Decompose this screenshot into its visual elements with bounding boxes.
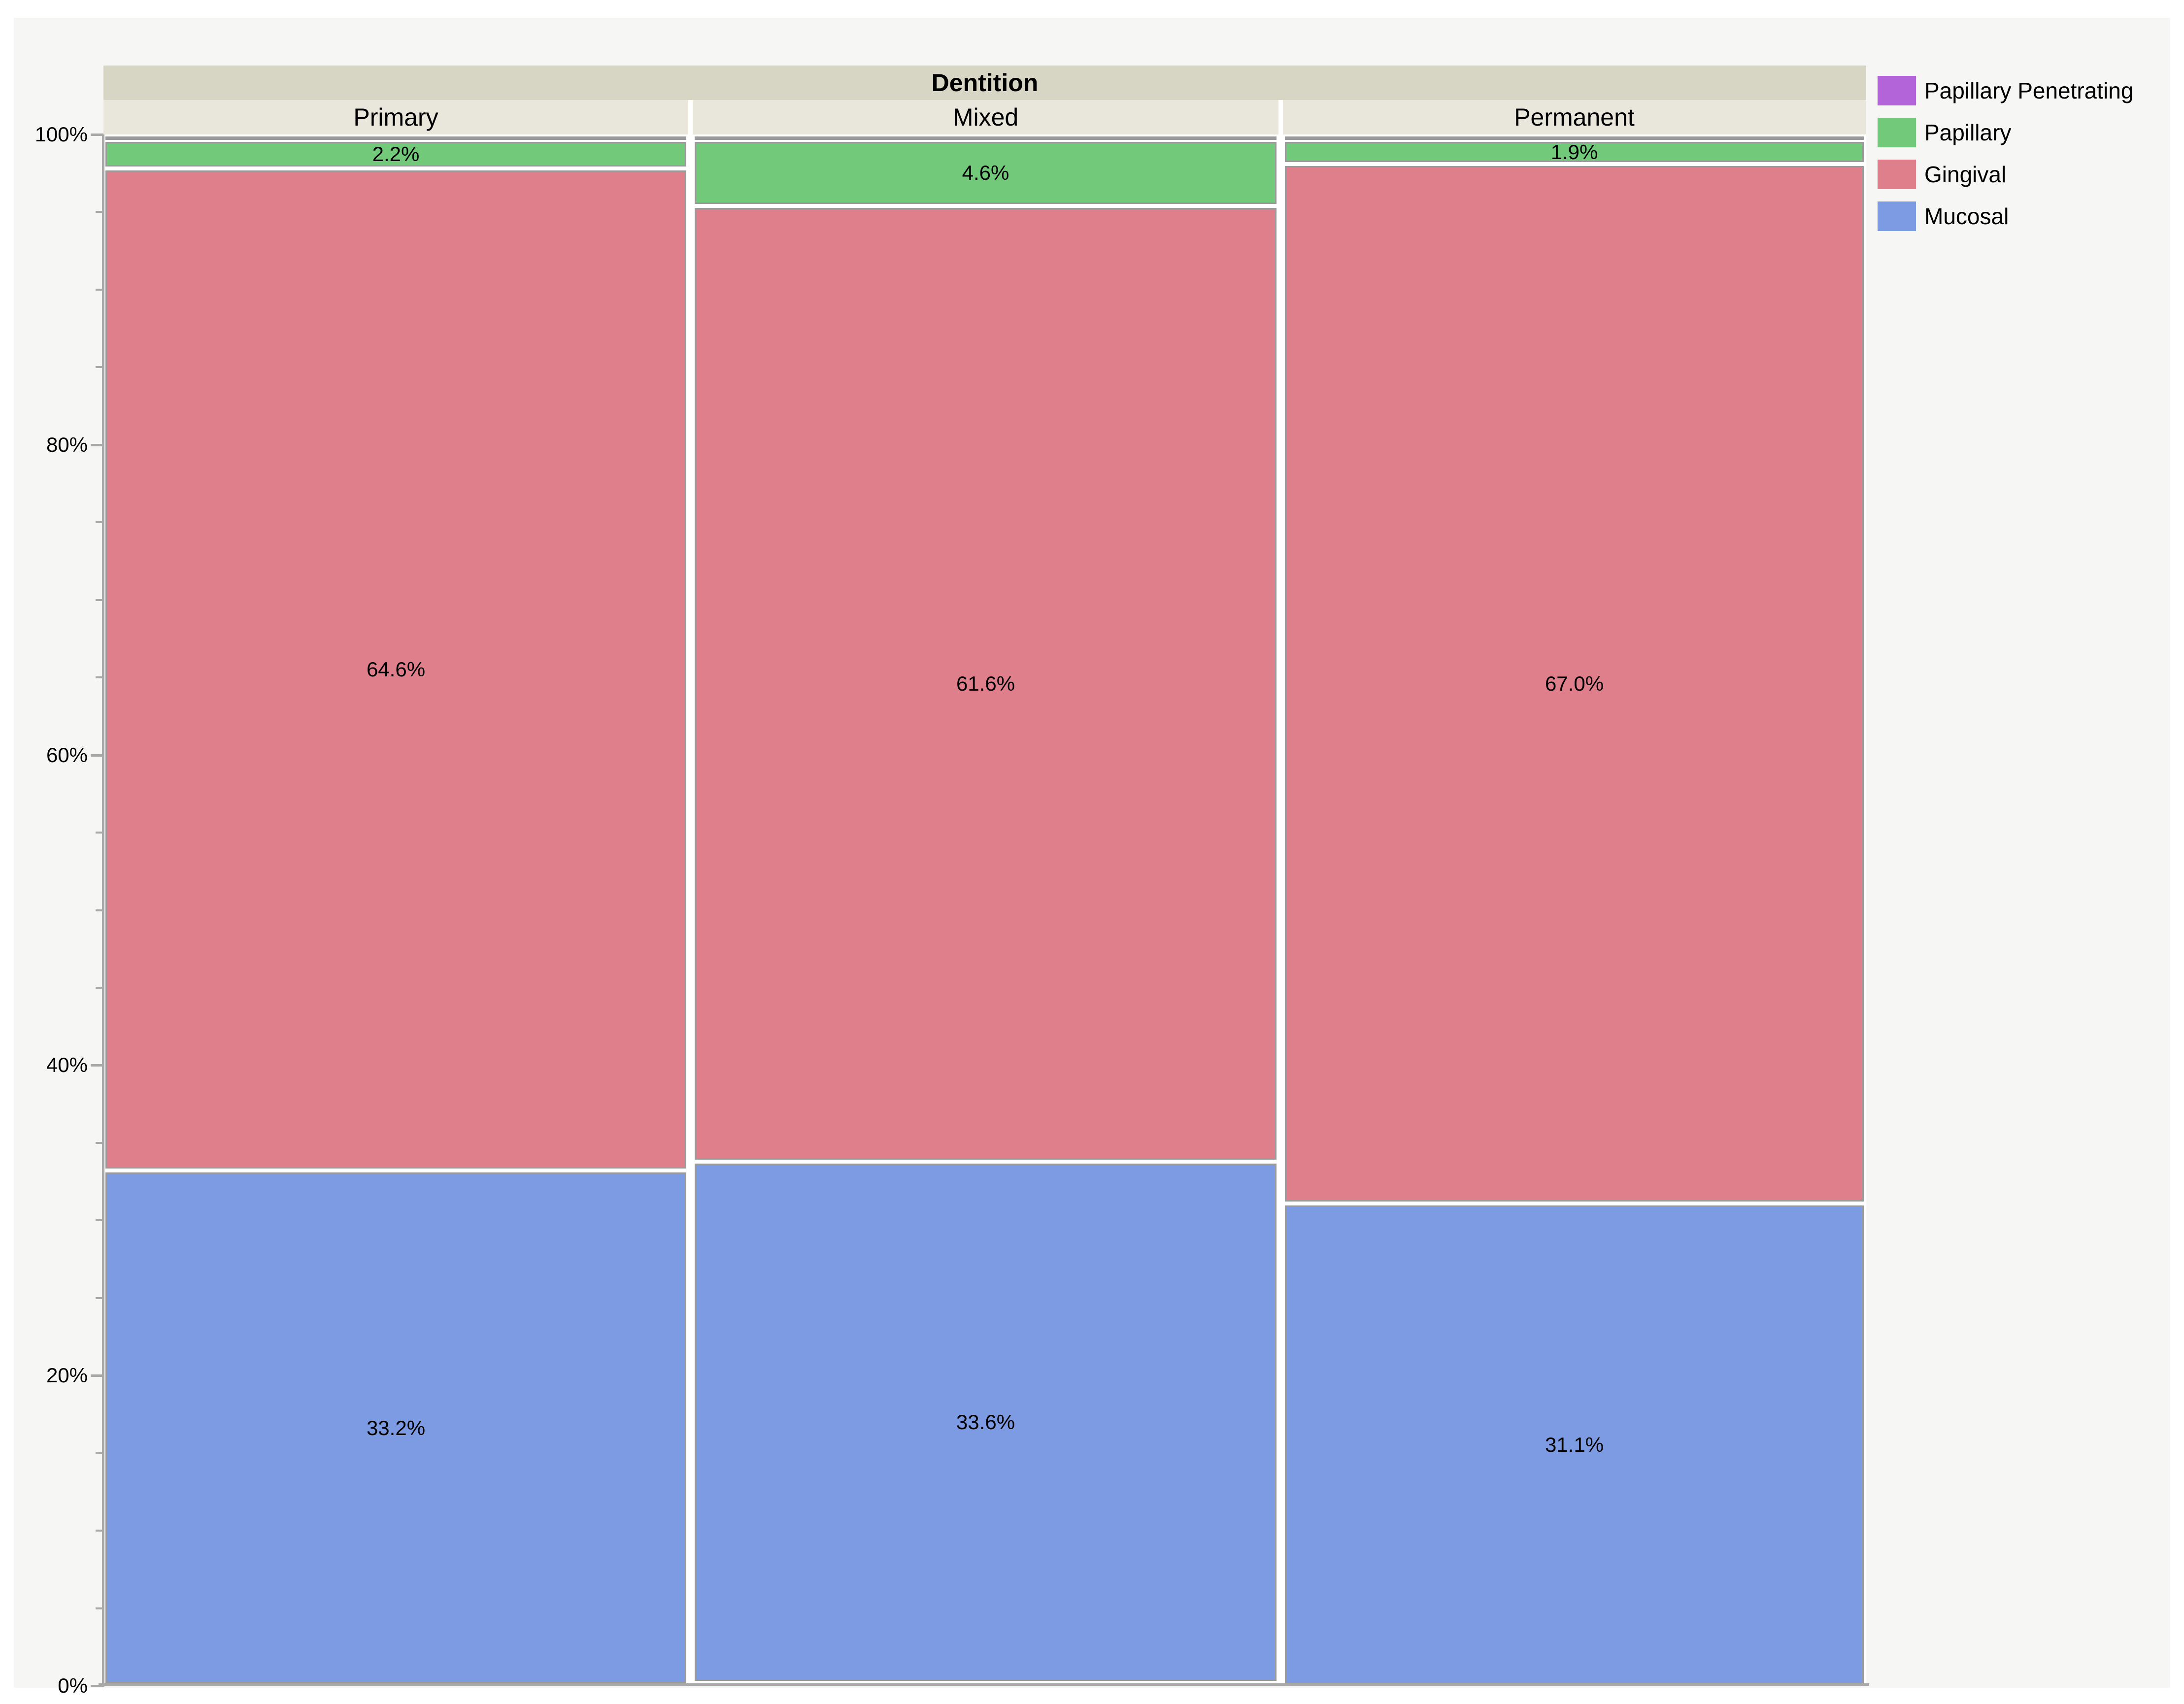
segment-gingival[interactable]: 67.0% — [1283, 164, 1866, 1203]
y-minor-tick — [96, 1219, 103, 1221]
segment-papillary[interactable]: 4.6% — [693, 140, 1278, 206]
y-tick-label: 0% — [58, 1674, 88, 1697]
y-minor-tick — [96, 909, 103, 911]
segment-fill: 61.6% — [695, 208, 1277, 1160]
y-minor-tick — [96, 1530, 103, 1532]
legend-label: Papillary Penetrating — [1924, 78, 2134, 103]
y-major-tick — [91, 134, 103, 136]
segment-value-label: 67.0% — [1545, 672, 1604, 695]
legend-swatch[interactable] — [1878, 201, 1916, 231]
segment-value-label: 4.6% — [962, 161, 1009, 184]
y-tick-label: 20% — [46, 1364, 88, 1387]
segment-value-label: 33.6% — [956, 1410, 1015, 1434]
x-axis-line — [99, 1683, 1869, 1686]
y-tick-label: 40% — [46, 1053, 88, 1076]
y-minor-tick — [96, 289, 103, 291]
segment-fill: 64.6% — [105, 170, 686, 1169]
segment-fill: 67.0% — [1285, 166, 1864, 1202]
y-minor-tick — [96, 832, 103, 834]
y-minor-tick — [96, 599, 103, 601]
segment-value-label: 64.6% — [366, 658, 426, 681]
y-tick-label: 60% — [46, 743, 88, 767]
legend-label: Mucosal — [1924, 203, 2009, 229]
segment-fill: 2.2% — [105, 142, 686, 167]
segment-fill: 31.1% — [1285, 1205, 1864, 1684]
y-major-tick — [91, 444, 103, 446]
segment-papillary-penetrating-collapsed[interactable] — [695, 136, 1277, 140]
y-axis-line — [102, 134, 104, 1687]
y-minor-tick — [96, 987, 103, 989]
segment-fill: 33.2% — [105, 1172, 686, 1683]
segment-fill: 4.6% — [695, 142, 1277, 204]
legend-swatch[interactable] — [1878, 76, 1916, 105]
segment-gingival[interactable]: 64.6% — [103, 168, 688, 1170]
segment-papillary-penetrating-collapsed[interactable] — [1285, 136, 1864, 140]
segment-value-label: 33.2% — [366, 1416, 426, 1439]
segment-fill: 33.6% — [695, 1164, 1277, 1681]
chart-title: Dentition — [931, 69, 1039, 97]
y-minor-tick — [96, 521, 103, 523]
column-mixed: 4.6% 61.6% 33.6% — [693, 134, 1278, 1686]
y-minor-tick — [96, 1142, 103, 1144]
plot-panel: Dentition Primary Mixed Permanent 2.2% 64.6… — [14, 18, 2170, 1697]
x-axis-title-band: Dentition — [103, 66, 1866, 100]
column-permanent: 1.9% 67.0% 31.1% — [1283, 134, 1866, 1686]
y-major-tick — [91, 754, 103, 757]
y-major-tick — [91, 1064, 103, 1067]
column-primary: 2.2% 64.6% 33.2% — [103, 134, 688, 1686]
y-tick-label: 100% — [34, 123, 88, 146]
segment-value-label: 1.9% — [1550, 140, 1598, 164]
y-minor-tick — [96, 366, 103, 368]
segment-fill: 1.9% — [1285, 140, 1864, 164]
y-minor-tick — [96, 1297, 103, 1299]
legend-swatch[interactable] — [1878, 160, 1916, 189]
segment-mucosal[interactable]: 33.6% — [693, 1162, 1278, 1683]
y-minor-tick — [96, 1607, 103, 1609]
category-header-mixed[interactable]: Mixed — [693, 100, 1278, 134]
segment-papillary[interactable]: 2.2% — [103, 140, 688, 168]
y-major-tick — [91, 1685, 103, 1687]
legend-label: Papillary — [1924, 120, 2012, 145]
legend-label: Gingival — [1924, 162, 2007, 187]
category-header-permanent[interactable]: Permanent — [1283, 100, 1866, 134]
legend-swatch[interactable] — [1878, 118, 1916, 147]
segment-value-label: 61.6% — [956, 672, 1015, 695]
y-minor-tick — [96, 1452, 103, 1454]
segment-value-label: 31.1% — [1545, 1433, 1604, 1456]
segment-mucosal[interactable]: 31.1% — [1283, 1203, 1866, 1686]
segment-papillary[interactable]: 1.9% — [1283, 140, 1866, 164]
y-minor-tick — [96, 211, 103, 213]
y-tick-label: 80% — [46, 433, 88, 456]
y-minor-tick — [96, 676, 103, 678]
y-major-tick — [91, 1374, 103, 1377]
segment-mucosal[interactable]: 33.2% — [103, 1170, 688, 1685]
segment-papillary-penetrating-collapsed[interactable] — [105, 136, 686, 140]
segment-gingival[interactable]: 61.6% — [693, 206, 1278, 1162]
category-header-primary[interactable]: Primary — [103, 100, 688, 134]
segment-value-label: 2.2% — [372, 142, 420, 166]
